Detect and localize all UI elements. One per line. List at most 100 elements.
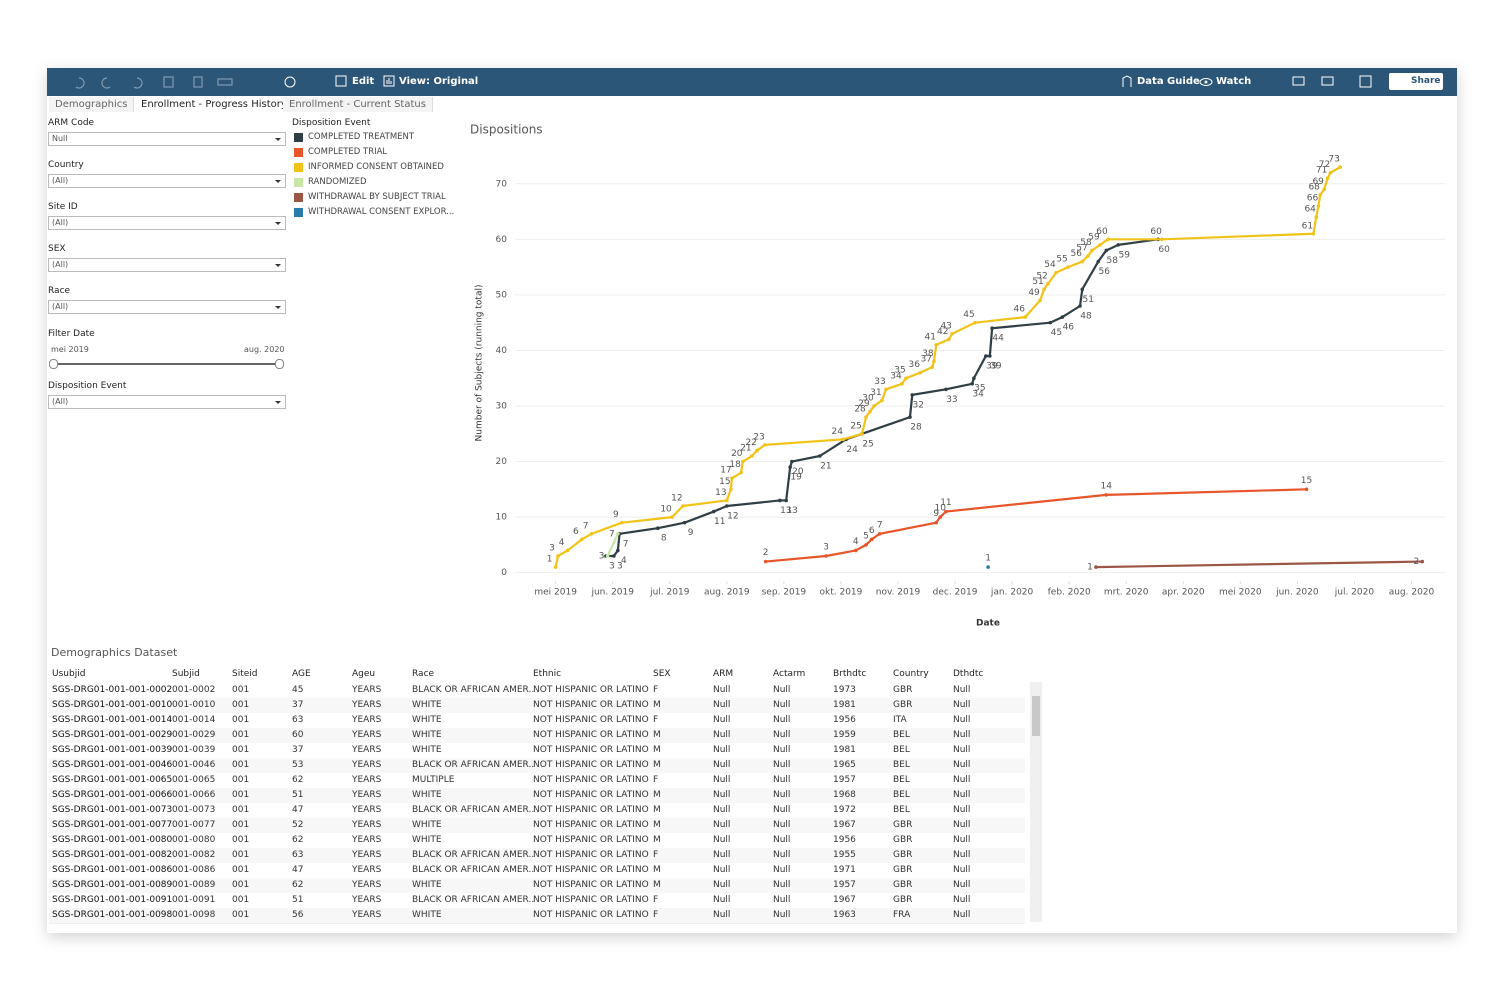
watch-button[interactable]: Watch [1216,76,1252,87]
column-header: Actarm [773,669,806,679]
filter-dropdown[interactable]: (All) [48,258,286,272]
table-cell: Null [953,880,971,890]
table-cell: M [653,730,661,740]
table-cell: YEARS [352,745,382,755]
tab[interactable]: Demographics [49,97,135,112]
share-button[interactable]: Share [1389,73,1443,90]
table-cell: 1957 [833,775,856,785]
table-cell: YEARS [352,880,382,890]
table-cell: WHITE [412,700,442,710]
table-cell: 001 [232,835,250,845]
table-cell: F [653,685,659,695]
table-cell: YEARS [352,715,382,725]
table-cell: 1956 [833,835,856,845]
table-cell: Null [713,715,731,725]
table-cell: BEL [893,775,910,785]
table-cell: Null [953,790,971,800]
table-cell: 1972 [833,805,856,815]
table-cell: WHITE [412,790,442,800]
edit-icon [335,75,347,87]
table-cell: Null [773,865,791,875]
table-cell: 001 [232,910,250,920]
table-cell: 001 [232,775,250,785]
table-cell: 001-0098 [172,910,216,920]
table-cell: 47 [292,865,304,875]
table-cell: WHITE [412,820,442,830]
toolbar-right-icons[interactable] [1287,74,1377,90]
table-cell: YEARS [352,730,382,740]
table-cell: BLACK OR AFRICAN AMER.. [412,685,535,695]
legend-label: RANDOMIZED [308,177,367,187]
filter-dropdown[interactable]: (All) [48,216,286,230]
table-cell: NOT HISPANIC OR LATINO [533,730,649,740]
table-cell: YEARS [352,700,382,710]
table-cell: Null [773,715,791,725]
performance-icon[interactable] [283,74,297,90]
table-cell: Null [953,775,971,785]
data-guide-button[interactable]: Data Guide [1137,76,1200,87]
table-cell: Null [953,730,971,740]
legend-swatch [294,208,303,217]
table-cell: GBR [893,850,913,860]
table-cell: 001 [232,715,250,725]
table-cell: Null [773,730,791,740]
table-cell: M [653,880,661,890]
table-cell: Null [773,850,791,860]
filter-dropdown[interactable]: (All) [48,174,286,188]
table-cell: Null [773,700,791,710]
table-cell: Null [773,790,791,800]
table-cell: 001 [232,790,250,800]
tab[interactable]: Enrollment - Current Status [283,97,433,112]
table-cell: 52 [292,820,304,830]
legend-swatch [294,148,303,157]
dashboard: Edit View: Original Data Guide Watch Sha… [47,68,1457,933]
table-cell: WHITE [412,835,442,845]
table-cell: Null [773,895,791,905]
table-cell: 001 [232,685,250,695]
filter-label: Race [48,286,71,296]
table-cell: 001-0077 [172,820,216,830]
view-button[interactable]: View: Original [399,76,479,87]
column-header: Brthdtc [833,669,867,679]
table-cell: NOT HISPANIC OR LATINO [533,865,649,875]
view-icon [383,75,395,87]
table-cell: NOT HISPANIC OR LATINO [533,910,649,920]
column-header: Usubjid [52,669,86,679]
table-cell: Null [713,775,731,785]
table-cell: 37 [292,745,304,755]
table-cell: F [653,910,659,920]
table-cell: BEL [893,730,910,740]
tab[interactable]: Enrollment - Progress History [135,97,294,112]
table-cell: Null [953,745,971,755]
slider-handle[interactable] [275,359,284,369]
scrollbar-thumb[interactable] [1032,696,1040,736]
filter-dropdown[interactable]: Null [48,132,286,146]
table-cell: Null [713,760,731,770]
column-header: ARM [713,669,734,679]
table-cell: MULTIPLE [412,775,455,785]
slider-handle[interactable] [49,359,58,369]
table-cell: 1959 [833,730,856,740]
table-cell: SGS-DRG01-001-001-0098 [52,910,173,920]
table-cell: BLACK OR AFRICAN AMER.. [412,805,535,815]
legend-label: COMPLETED TRIAL [308,147,388,157]
filter-dropdown[interactable]: (All) [48,300,286,314]
table-cell: YEARS [352,835,382,845]
filter-dropdown[interactable]: (All) [48,395,286,409]
table-cell: M [653,805,661,815]
table-cell: 001 [232,820,250,830]
table-cell: GBR [893,835,913,845]
table-cell: GBR [893,820,913,830]
table-cell: SGS-DRG01-001-001-0065 [52,775,173,785]
scrollbar[interactable] [1030,682,1042,922]
table-cell: BLACK OR AFRICAN AMER.. [412,865,535,875]
table-cell: NOT HISPANIC OR LATINO [533,700,649,710]
table-cell: GBR [893,880,913,890]
table-cell: SGS-DRG01-001-001-0010 [52,700,173,710]
table-cell: Null [773,880,791,890]
table-cell: SGS-DRG01-001-001-0073 [52,805,173,815]
table-row[interactable] [49,908,1025,924]
legend-swatch [294,178,303,187]
edit-button[interactable]: Edit [352,76,375,87]
